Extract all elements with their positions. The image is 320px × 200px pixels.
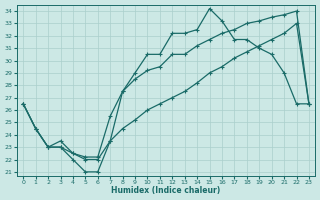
X-axis label: Humidex (Indice chaleur): Humidex (Indice chaleur) [111, 186, 221, 195]
